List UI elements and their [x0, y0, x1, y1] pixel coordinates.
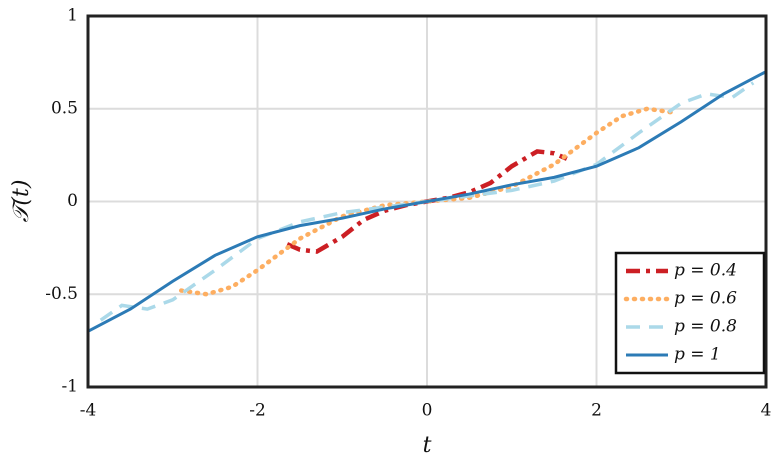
y-tick-label: -1: [61, 377, 78, 397]
x-tick-label: 4: [761, 401, 772, 421]
plot-frame: [86, 14, 768, 389]
y-tick-label: 1: [67, 6, 78, 26]
series-line: [178, 106, 676, 297]
y-axis-label: 𝒯(t): [9, 180, 34, 223]
series-line: [88, 70, 766, 333]
x-tick-label: 2: [591, 401, 602, 421]
legend-label: p = 1: [674, 345, 721, 365]
x-tick-label: -2: [249, 401, 266, 421]
y-tick-label: -0.5: [45, 284, 78, 304]
legend-label: p = 0.6: [674, 289, 737, 309]
legend-label: p = 0.4: [674, 261, 737, 281]
x-axis-label: t: [423, 433, 432, 458]
legend-label: p = 0.8: [674, 317, 737, 337]
y-tick-label: 0: [67, 191, 78, 211]
y-tick-label: 0.5: [51, 98, 78, 118]
x-tick-label: 0: [422, 401, 433, 421]
legend-box: [614, 251, 766, 375]
x-tick-label: -4: [80, 401, 97, 421]
